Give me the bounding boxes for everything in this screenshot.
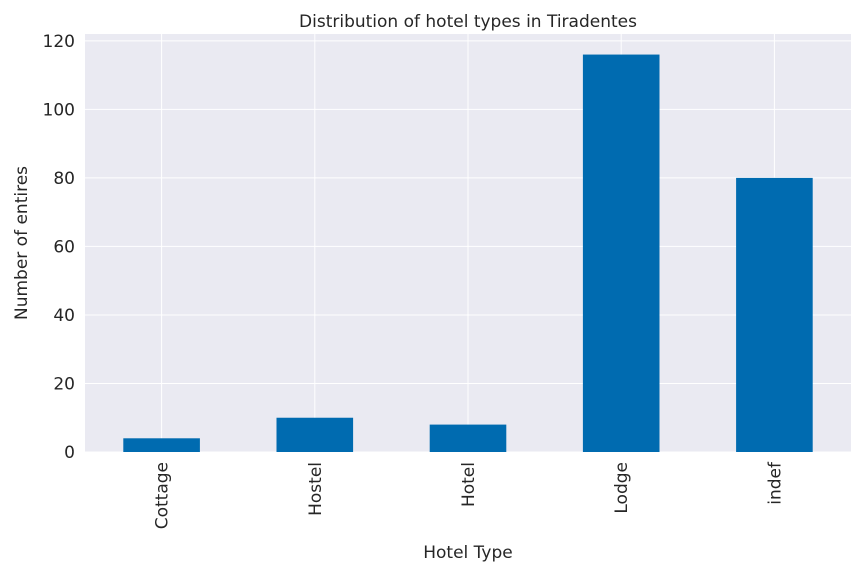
bar-lodge [582,54,660,453]
y-tick-label: 60 [53,237,75,257]
chart-title: Distribution of hotel types in Tiradente… [299,12,637,32]
x-tick-label: indef [765,461,785,505]
y-tick-label: 100 [43,100,75,120]
y-tick-label: 0 [64,443,75,463]
x-axis-label: Hotel Type [423,543,512,563]
x-tick-label: Hotel [459,462,479,507]
bar-cottage [123,438,200,452]
bar-hotel [429,424,507,452]
x-tick-label: Hostel [306,462,326,516]
x-tick-label: Cottage [153,462,173,529]
y-tick-label: 120 [43,32,75,52]
y-tick-label: 40 [53,306,75,326]
x-tick-label: Lodge [612,462,632,514]
y-tick-label: 20 [53,374,75,394]
bar-hostel [276,417,354,452]
y-tick-label: 80 [53,169,75,189]
y-axis-label: Number of entires [12,166,32,320]
bars [123,54,813,453]
bar-indef [736,177,813,452]
y-tick-labels: 0 20 40 60 80 100 120 [43,32,75,463]
x-tick-labels: Cottage Hostel Hotel Lodge indef [153,461,786,529]
